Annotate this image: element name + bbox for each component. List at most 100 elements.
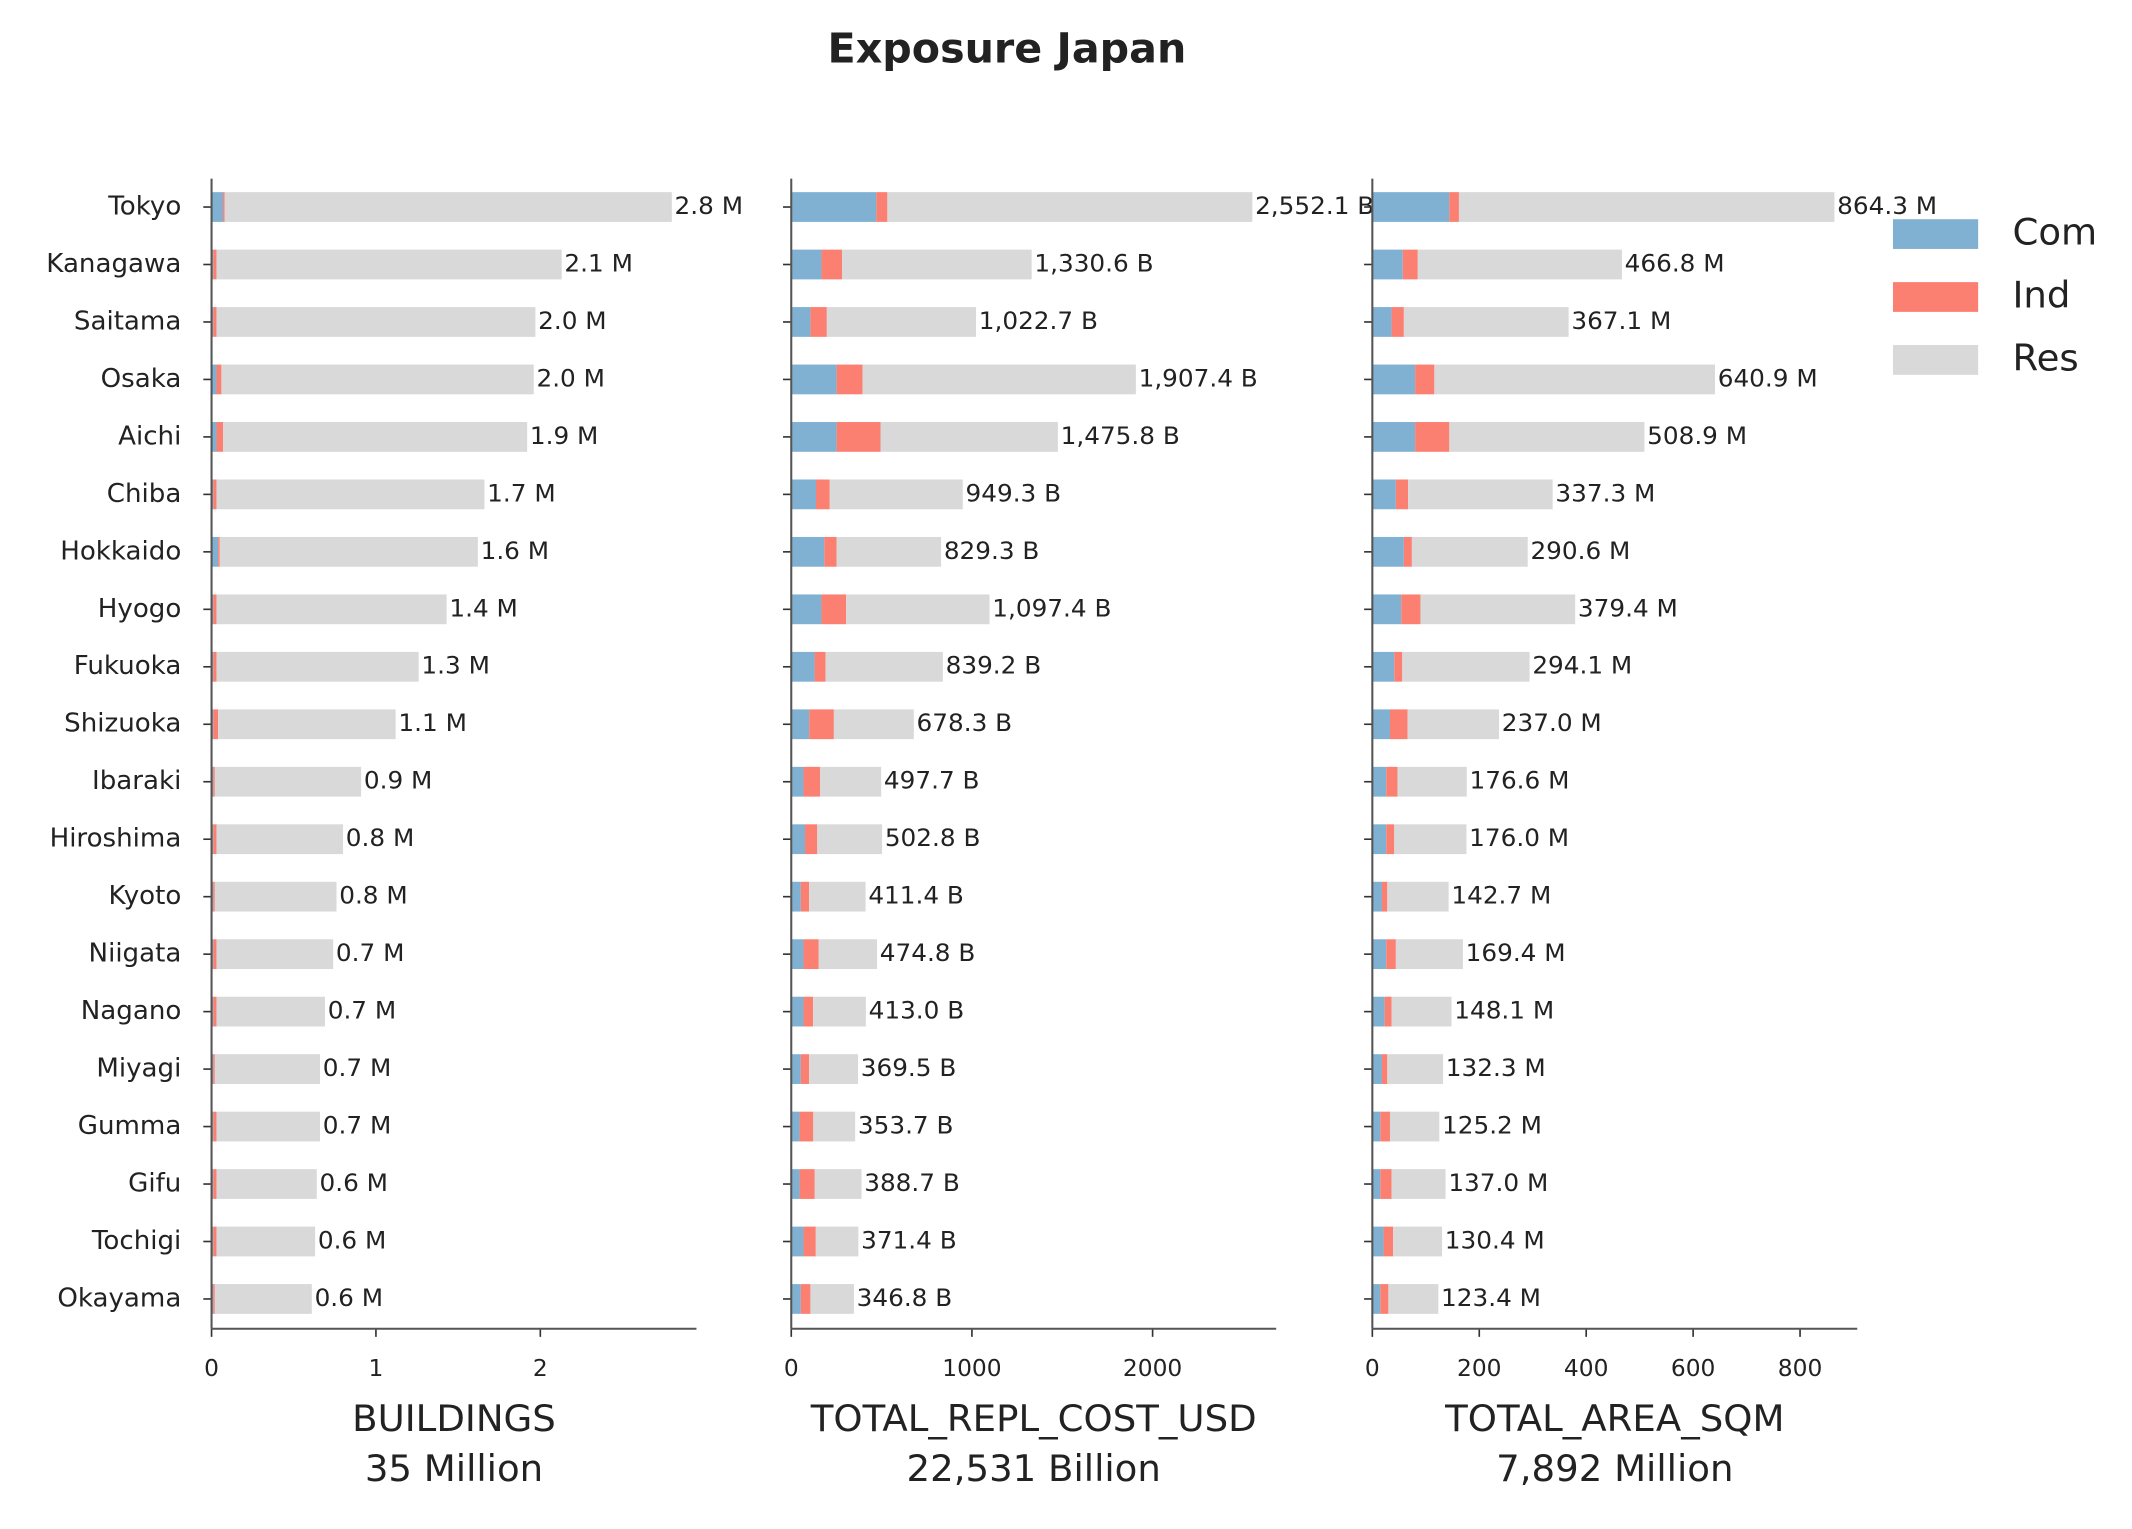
- bar-segment: [803, 939, 819, 970]
- bar-segment: [1391, 996, 1452, 1027]
- bar-segment: [880, 422, 1058, 452]
- x-tick-label: 0: [784, 1355, 799, 1382]
- bar-segment: [887, 192, 1253, 222]
- bar-segment: [216, 594, 447, 625]
- y-tick-label: Ibaraki: [92, 766, 181, 796]
- value-label: 1.3 M: [421, 651, 489, 680]
- bar-segment: [810, 1284, 854, 1314]
- bar-segment: [1386, 766, 1398, 797]
- bar-segment: [1403, 536, 1412, 567]
- bar-segment: [799, 1169, 815, 1199]
- value-label: 2.0 M: [536, 364, 604, 393]
- x-axis-title: BUILDINGS: [352, 1397, 556, 1440]
- bar-segment: [1407, 709, 1500, 740]
- bar-segment: [1372, 1054, 1382, 1084]
- bar-segment: [810, 307, 827, 337]
- bar-segment: [213, 1284, 215, 1314]
- value-label: 0.6 M: [320, 1168, 388, 1197]
- value-label: 290.6 M: [1530, 536, 1630, 565]
- value-label: 379.4 M: [1578, 593, 1678, 622]
- bar-segment: [1391, 1169, 1446, 1199]
- x-tick-label: 600: [1671, 1355, 1716, 1382]
- x-axis-title: TOTAL_AREA_SQM: [1444, 1397, 1784, 1440]
- bar-segment: [1395, 479, 1409, 510]
- x-axis-total: 35 Million: [365, 1447, 543, 1490]
- bar-segment: [1386, 939, 1396, 970]
- bar-segment: [213, 594, 217, 625]
- bar-segment: [214, 1284, 312, 1314]
- bar-segment: [211, 364, 217, 395]
- bar-segment: [216, 364, 222, 395]
- legend-label: Ind: [2012, 274, 2070, 317]
- bar-segment: [1417, 249, 1622, 280]
- bar-segment: [213, 1169, 217, 1199]
- bar-segment: [1391, 307, 1404, 337]
- bar-segment: [791, 594, 822, 625]
- bar-segment: [791, 536, 825, 567]
- bar-segment: [1372, 536, 1404, 567]
- bar-segment: [803, 996, 814, 1027]
- bar-segment: [1387, 881, 1449, 912]
- value-label: 0.7 M: [328, 996, 396, 1025]
- bar-segment: [791, 479, 817, 510]
- bar-segment: [821, 594, 847, 625]
- bar-segment: [1395, 939, 1463, 970]
- bar-segment: [846, 594, 990, 625]
- bar-segment: [1372, 939, 1387, 970]
- bar-segment: [1420, 594, 1576, 625]
- bar-segment: [821, 249, 843, 280]
- value-label: 294.1 M: [1532, 651, 1632, 680]
- bar-segment: [1372, 824, 1387, 855]
- legend-label: Com: [2012, 211, 2097, 254]
- bar-segment: [791, 996, 804, 1027]
- bar-segment: [1449, 422, 1645, 452]
- bar-segment: [213, 651, 217, 682]
- y-tick-label: Miyagi: [96, 1054, 181, 1084]
- value-label: 0.8 M: [346, 823, 414, 852]
- bar-segment: [1372, 364, 1416, 395]
- bar-segment: [791, 709, 810, 740]
- bar-segment: [791, 766, 804, 797]
- value-label: 1.6 M: [481, 536, 549, 565]
- value-label: 1.1 M: [398, 708, 466, 737]
- bar-segment: [791, 651, 815, 682]
- value-label: 346.8 B: [857, 1283, 953, 1312]
- value-label: 0.7 M: [323, 1111, 391, 1140]
- bar-segment: [1372, 307, 1392, 337]
- value-label: 2.8 M: [675, 191, 743, 220]
- value-label: 2.1 M: [564, 249, 632, 278]
- bar-segment: [1372, 1226, 1384, 1257]
- y-tick-label: Chiba: [107, 479, 182, 509]
- bar-segment: [813, 1111, 856, 1142]
- bar-segment: [1458, 192, 1835, 222]
- value-label: 474.8 B: [880, 938, 976, 967]
- value-label: 142.7 M: [1451, 881, 1551, 910]
- bar-segment: [216, 422, 224, 452]
- bar-segment: [213, 766, 215, 797]
- bar-segment: [800, 881, 810, 912]
- value-label: 137.0 M: [1448, 1168, 1548, 1197]
- value-label: 371.4 B: [861, 1226, 957, 1255]
- bar-segment: [213, 939, 217, 970]
- value-label: 1.9 M: [530, 421, 598, 450]
- bar-segment: [809, 881, 866, 912]
- bar-segment: [836, 536, 942, 567]
- value-label: 176.6 M: [1470, 766, 1570, 795]
- bar-segment: [791, 1169, 800, 1199]
- bar-segment: [1372, 651, 1395, 682]
- bar-segment: [1401, 594, 1421, 625]
- bar-segment: [213, 249, 217, 280]
- bar-segment: [214, 766, 362, 797]
- value-label: 169.4 M: [1466, 938, 1566, 967]
- value-label: 2.0 M: [538, 306, 606, 335]
- bar-segment: [216, 996, 325, 1027]
- bar-segment: [216, 1169, 317, 1199]
- bar-segment: [1372, 1284, 1381, 1314]
- bar-segment: [876, 192, 888, 222]
- bar-segment: [218, 709, 396, 740]
- x-tick-label: 1: [369, 1355, 384, 1382]
- y-tick-label: Saitama: [74, 307, 181, 337]
- bar-segment: [791, 824, 805, 855]
- bar-segment: [1388, 1284, 1439, 1314]
- bar-segment: [218, 536, 220, 567]
